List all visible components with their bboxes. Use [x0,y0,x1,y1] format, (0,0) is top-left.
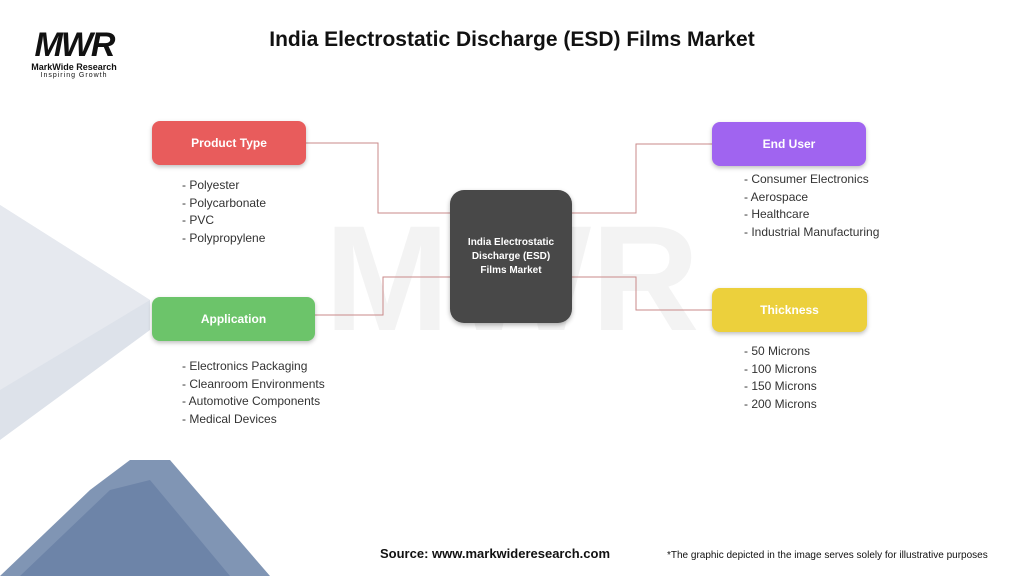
list-item: - 100 Microns [744,361,817,376]
page-title: India Electrostatic Discharge (ESD) Film… [269,28,755,51]
logo: MWR MarkWide Research Inspiring Growth [22,28,126,79]
application-list: - Electronics Packaging - Cleanroom Envi… [182,358,325,428]
category-label: Application [200,312,267,326]
list-item: - Industrial Manufacturing [744,224,880,239]
list-item: - Polycarbonate [182,195,267,210]
category-label: End User [762,137,816,151]
category-application: Application [152,297,315,341]
category-label: Product Type [191,136,267,150]
list-item: - Aerospace [744,189,809,204]
list-item: - Polypropylene [182,230,266,245]
list-item: - Cleanroom Environments [182,376,325,391]
category-thickness: Thickness [712,288,867,332]
list-item: - 200 Microns [744,396,817,411]
list-item: - 150 Microns [744,379,817,393]
list-item: - Medical Devices [182,411,277,426]
list-item: - Electronics Packaging [182,359,308,373]
logo-tagline: Inspiring Growth [40,72,108,79]
list-item: - Automotive Components [182,394,321,408]
thickness-list: - 50 Microns - 100 Microns - 150 Microns… [744,343,817,413]
list-item: - Consumer Electronics [744,172,869,186]
connector-thickness [572,276,712,311]
list-item: - 50 Microns [744,344,811,358]
list-item: - Healthcare [744,207,810,221]
logo-name: MarkWide Research [31,62,117,72]
list-item: - Polyester [182,178,240,192]
list-item: - PVC [182,213,215,227]
product-type-list: - Polyester - Polycarbonate - PVC - Poly… [182,177,266,247]
center-label: India Electrostatic Discharge (ESD) Film… [467,236,555,276]
end-user-list: - Consumer Electronics - Aerospace - Hea… [744,171,879,241]
category-label: Thickness [760,303,819,317]
logo-mark: MWR [34,26,116,64]
connector-product-type [306,142,450,214]
category-product-type: Product Type [152,121,306,165]
category-end-user: End User [712,122,866,166]
source-text: Source: www.markwideresearch.com [380,546,611,561]
disclaimer-note: *The graphic depicted in the image serve… [667,550,988,561]
connector-end-user [572,143,712,214]
center-node: India Electrostatic Discharge (ESD) Film… [450,190,572,323]
connector-application [315,276,450,316]
